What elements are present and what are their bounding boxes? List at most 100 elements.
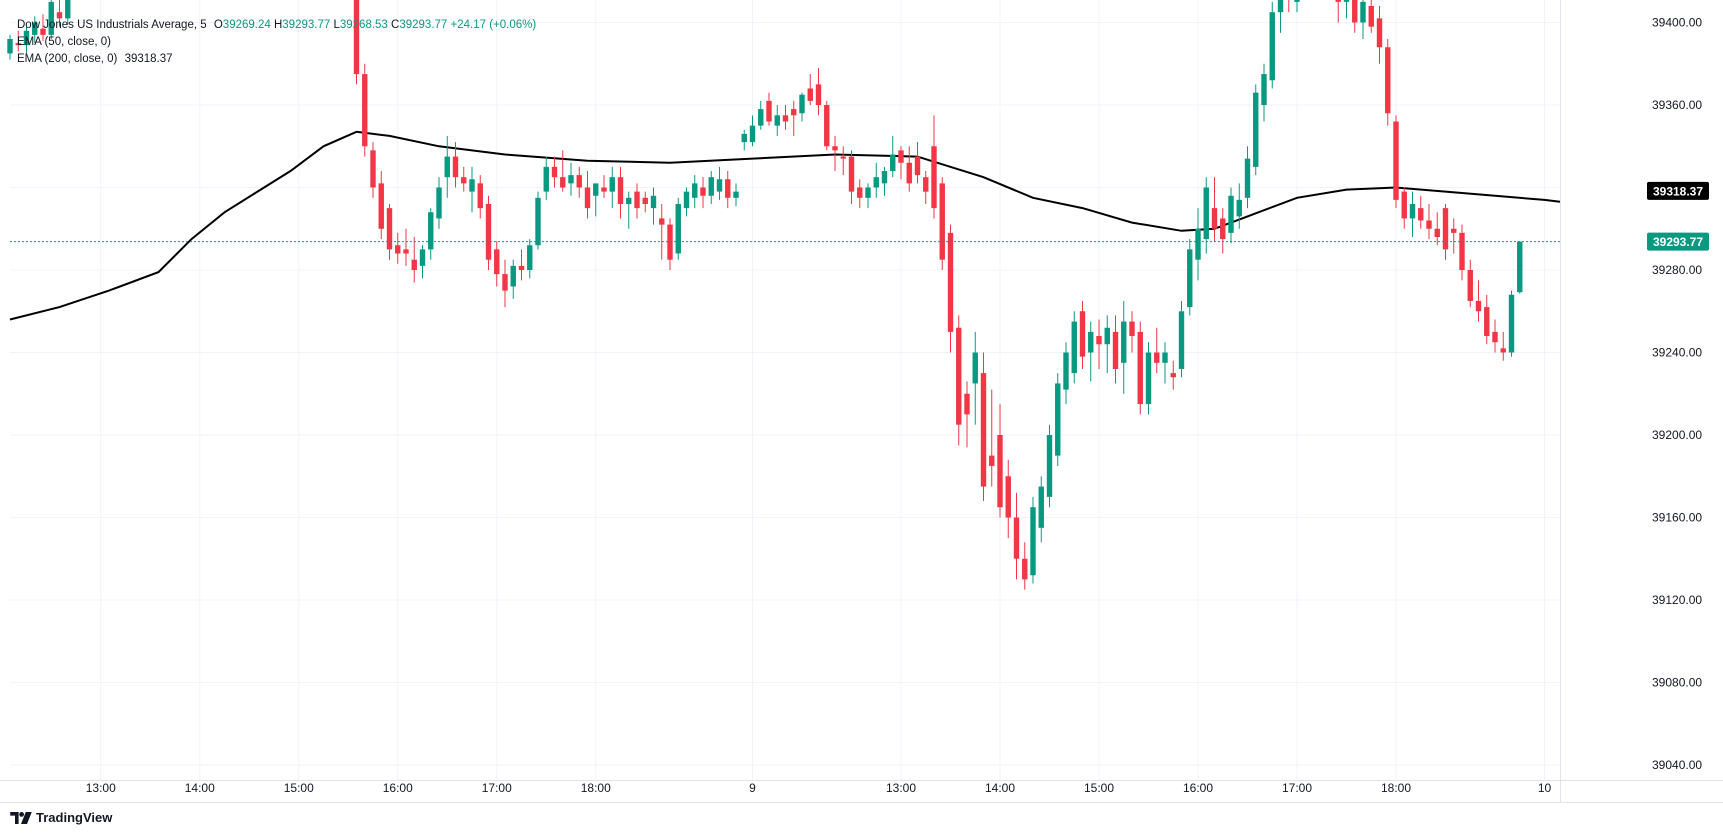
candle-body — [980, 373, 987, 487]
candle-body — [1112, 331, 1119, 369]
candle — [436, 177, 442, 229]
ema-200-layer — [9, 130, 1562, 321]
candle — [1253, 84, 1259, 176]
candle-body — [832, 146, 838, 151]
candle — [40, 14, 46, 42]
candle — [1170, 360, 1176, 390]
candle-body — [395, 245, 401, 254]
candle — [32, 16, 38, 44]
candle-body — [914, 156, 921, 176]
candle-body — [1409, 204, 1416, 219]
candle — [1385, 39, 1391, 126]
candle-body — [1484, 307, 1490, 336]
y-tick-label: 39200.00 — [1652, 428, 1702, 442]
candle — [378, 171, 384, 240]
candle-body — [370, 150, 376, 188]
candle-body — [791, 109, 797, 116]
tradingview-brand[interactable]: TradingView — [10, 810, 112, 825]
ema200-label[interactable]: EMA (200, close, 0) — [17, 53, 118, 65]
candle-body — [560, 177, 566, 188]
candle — [362, 63, 368, 157]
candle — [1418, 195, 1424, 229]
candle — [1104, 315, 1110, 374]
candle — [48, 0, 54, 39]
candle — [1203, 177, 1209, 254]
candles — [7, 0, 1523, 590]
candle-body — [857, 187, 863, 198]
candle — [1055, 373, 1061, 466]
candle-body — [1046, 435, 1053, 497]
chart-legend: Dow Jones US Industrials Average, 5 O392… — [17, 17, 536, 68]
candle-body — [601, 187, 607, 192]
candle-body — [1005, 476, 1011, 518]
candle — [1121, 300, 1127, 394]
candle-body — [535, 197, 541, 246]
candle — [692, 175, 698, 209]
candle-body — [362, 74, 368, 147]
candle-body — [1269, 12, 1275, 81]
candle-body — [477, 183, 483, 209]
candle — [865, 183, 871, 209]
x-tick-label: 10 — [1538, 781, 1552, 795]
candle — [749, 115, 756, 147]
legend-ema200-row: EMA (200, close, 0) 39318.37 — [17, 51, 536, 68]
candle — [1360, 0, 1366, 39]
candle — [593, 183, 599, 217]
candle — [716, 166, 723, 200]
candle-body — [1022, 558, 1028, 580]
candle-body — [527, 245, 533, 270]
high-label: H — [273, 19, 283, 31]
current-price-badge: 39293.77 — [1653, 235, 1703, 249]
open-label: O — [213, 19, 223, 31]
ema200-price-badge-bg — [1647, 181, 1709, 200]
candle-body — [799, 94, 805, 114]
x-tick-label: 14:00 — [185, 781, 215, 795]
ema50-label[interactable]: EMA (50, close, 0) — [17, 36, 111, 48]
candle-body — [40, 28, 46, 35]
candle — [403, 228, 409, 266]
candle — [1063, 342, 1069, 405]
candle-body — [873, 177, 879, 188]
candle-body — [378, 183, 384, 229]
candle — [939, 177, 945, 270]
candle — [1294, 0, 1300, 13]
candle-body — [865, 187, 871, 198]
y-tick-label: 39280.00 — [1652, 263, 1702, 277]
close-value: 39293.77 — [399, 19, 448, 31]
candle — [1409, 191, 1416, 237]
candle — [411, 237, 417, 283]
candle-body — [634, 191, 640, 209]
candle — [815, 67, 822, 116]
x-tick-label: 13:00 — [86, 781, 116, 795]
candle — [741, 129, 747, 151]
candle-body — [1492, 331, 1498, 343]
candle — [527, 239, 533, 279]
candle-body — [1475, 300, 1482, 312]
candle-body — [923, 177, 929, 192]
candle — [1426, 204, 1432, 240]
candle-body — [815, 84, 822, 105]
candle-body — [428, 212, 434, 250]
candle — [650, 187, 657, 225]
candle — [931, 115, 937, 219]
candle-body — [1129, 321, 1135, 336]
change-value: +24.17 (+0.06%) — [450, 19, 537, 31]
y-tick-label: 39040.00 — [1652, 758, 1702, 772]
close-label: C — [391, 19, 400, 31]
candle-body — [1203, 187, 1209, 240]
candle-body — [518, 265, 525, 270]
candle-body — [584, 187, 591, 209]
candle — [1236, 183, 1242, 229]
candle — [1178, 300, 1185, 378]
candle — [873, 162, 879, 198]
candle-body — [494, 249, 500, 275]
candle — [494, 241, 500, 287]
candle — [1154, 327, 1160, 374]
candle — [807, 74, 813, 105]
candle — [1211, 177, 1218, 242]
candle-body — [617, 177, 624, 204]
candle — [1261, 63, 1267, 122]
candle-body — [1401, 191, 1407, 219]
